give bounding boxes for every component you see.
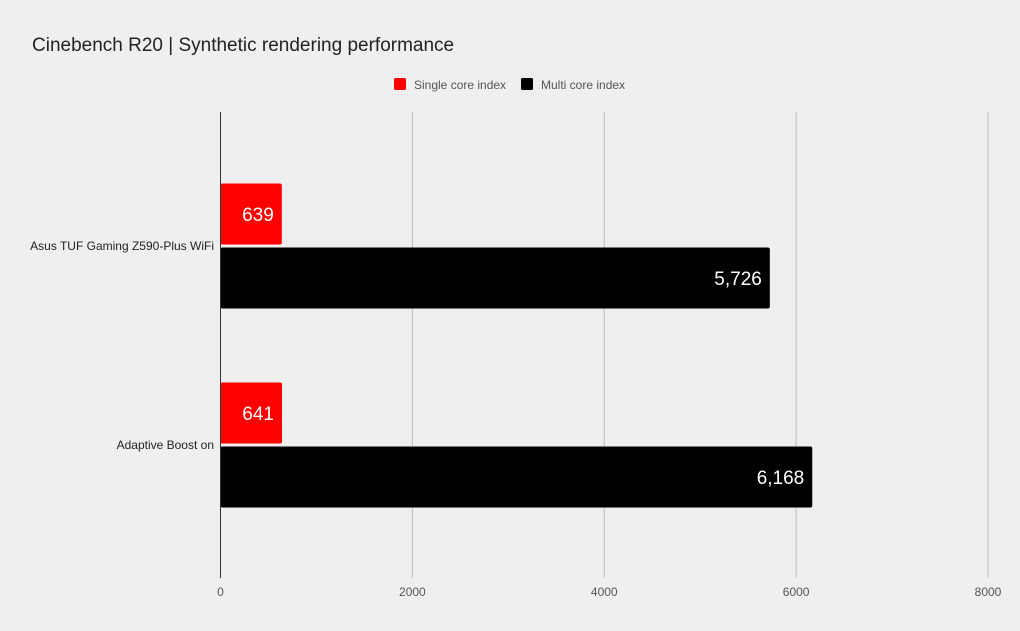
data-label: 5,726: [714, 269, 762, 290]
legend-swatch: [394, 78, 406, 90]
x-tick-label: 6000: [783, 585, 810, 599]
x-axis-ticks: 0 2000 4000 6000 8000: [217, 585, 1002, 599]
bar: [220, 382, 282, 444]
legend-swatch: [521, 78, 533, 90]
category-labels: Asus TUF Gaming Z590-Plus WiFi Adaptive B…: [30, 239, 214, 452]
bar: [220, 183, 282, 245]
bars: 639 5,726 641 6,168: [220, 183, 813, 508]
x-tick-label: 4000: [591, 585, 618, 599]
x-tick-label: 8000: [975, 585, 1002, 599]
bar: [220, 446, 813, 508]
gridlines: [411, 112, 989, 578]
x-tick-label: 0: [217, 585, 224, 599]
bar: [220, 247, 770, 309]
data-label: 6,168: [757, 468, 805, 489]
data-label: 641: [242, 404, 274, 425]
chart-title: Cinebench R20 | Synthetic rendering perf…: [32, 35, 454, 56]
data-label: 639: [242, 205, 274, 226]
legend-label: Multi core index: [541, 78, 625, 92]
x-tick-label: 2000: [399, 585, 426, 599]
category-label: Asus TUF Gaming Z590-Plus WiFi: [30, 239, 214, 253]
legend-label: Single core index: [414, 78, 506, 92]
legend: Single core index Multi core index: [394, 78, 625, 92]
category-label: Adaptive Boost on: [117, 438, 214, 452]
